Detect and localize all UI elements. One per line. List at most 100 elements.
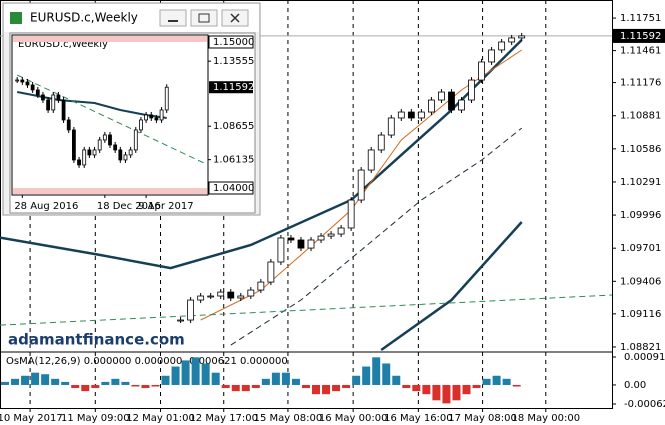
osc-bar [111, 378, 120, 385]
candle-body [149, 114, 154, 119]
osc-bar [171, 366, 180, 385]
osc-bar [432, 384, 441, 401]
candle-body [347, 199, 355, 229]
candle-body [277, 237, 285, 263]
x-tick-label: 28 Aug 2016 [14, 201, 78, 212]
candle-body [164, 86, 169, 111]
candle-body [113, 144, 118, 151]
osc-bar [191, 357, 200, 385]
osc-bar [131, 384, 140, 387]
osc-bar [382, 363, 391, 385]
candle-body [77, 159, 81, 166]
candle-body [71, 129, 76, 161]
osc-bar [281, 372, 290, 385]
minimize-button[interactable] [159, 9, 187, 27]
candle-body [123, 154, 128, 161]
x-tick-label: 16 May 00:00 [319, 413, 388, 424]
x-tick-label: 18 May 00:00 [511, 413, 580, 424]
candle-body [128, 149, 133, 156]
candle-body [41, 94, 45, 101]
candle-body [327, 233, 335, 237]
candle-body [102, 134, 107, 141]
candle-body [92, 149, 97, 156]
candle-body [139, 119, 143, 131]
osc-bar [141, 384, 150, 389]
x-tick-label: 17 May 08:00 [448, 413, 517, 424]
close-icon [230, 13, 240, 23]
candle-body [227, 291, 235, 299]
candle-body [118, 149, 123, 161]
osc-bar [121, 381, 130, 385]
x-tick-label: 9 Apr 2017 [138, 201, 193, 212]
level-box [208, 35, 254, 49]
candle-body [177, 319, 184, 322]
candle-body [458, 99, 465, 111]
candle-body [15, 79, 20, 82]
current-price-box [613, 28, 665, 43]
inset-plot-frame [11, 34, 209, 196]
osc-bar [251, 384, 260, 389]
oscillator-chart: OsMA(12,26,9) 0.000000 0.000000 -0.00062… [1, 352, 665, 410]
osc-bar [482, 378, 491, 385]
candle-body [337, 227, 345, 235]
candle-body [20, 79, 25, 83]
candle-body [367, 149, 375, 171]
candle-body [108, 134, 112, 146]
candle-body [154, 117, 159, 121]
candle-body [159, 109, 164, 121]
osc-bar [502, 378, 511, 385]
osc-bar [91, 384, 100, 389]
y-tick-label: 1.06135 [213, 155, 254, 166]
candle-body [317, 235, 325, 241]
y-tick-label: 1.10881 [620, 111, 661, 122]
inset-window: EURUSD.c,Weekly EURUSD.c,Weekly 1.13555 1… [2, 2, 261, 216]
osc-bar [492, 375, 501, 385]
candle-body [217, 291, 225, 297]
candle-body [448, 91, 455, 111]
candle-body [438, 91, 445, 101]
candle-body [357, 169, 365, 201]
x-tick-label: 16 May 16:00 [384, 413, 453, 424]
osc-bar [1, 381, 9, 385]
x-tick-label: 11 May 09:00 [61, 413, 130, 424]
moving-average [230, 127, 523, 346]
osc-bar [412, 384, 421, 392]
y-tick-label: 1.11176 [620, 78, 661, 89]
x-tick-label: 10 May 2017 [0, 413, 63, 424]
osc-bar [211, 372, 220, 385]
x-tick-label: 12 May 01:00 [126, 413, 195, 424]
window-icon [10, 12, 22, 24]
osc-bar [332, 384, 341, 392]
osc-bar [61, 381, 70, 385]
y-tick-label: 1.08655 [213, 121, 254, 132]
y-tick-label: 1.10291 [620, 177, 661, 188]
osc-bar [181, 360, 190, 385]
osc-bar [31, 372, 40, 385]
x-tick-label: 12 May 17:00 [189, 413, 258, 424]
candle-body [377, 134, 385, 151]
candle-body [25, 81, 30, 86]
candle-body [478, 61, 485, 81]
osc-bar [271, 372, 280, 385]
level-label: 1.04000 [213, 183, 254, 194]
osc-bar [11, 378, 20, 385]
osc-bar [151, 384, 160, 387]
candle-body [498, 41, 506, 51]
candle-body [237, 295, 245, 299]
candle-body [56, 94, 61, 101]
osc-bar [221, 384, 230, 389]
y-tick-label: 1.09701 [620, 243, 661, 254]
candle-body [133, 129, 138, 151]
restore-button[interactable] [190, 9, 218, 27]
candle-body [66, 119, 71, 131]
x-tick-label: 18 Dec 2016 [97, 201, 161, 212]
inset-symbol: EURUSD.c,Weekly [18, 39, 108, 50]
candle-body [247, 289, 255, 297]
osc-bar [452, 384, 461, 401]
y-tick-label: 1.13555 [213, 56, 254, 67]
y-tick-label: 0.000911 [624, 352, 665, 363]
watermark: adamantfinance.com [8, 331, 185, 349]
osc-bar [231, 384, 240, 392]
candle-body [417, 111, 425, 119]
